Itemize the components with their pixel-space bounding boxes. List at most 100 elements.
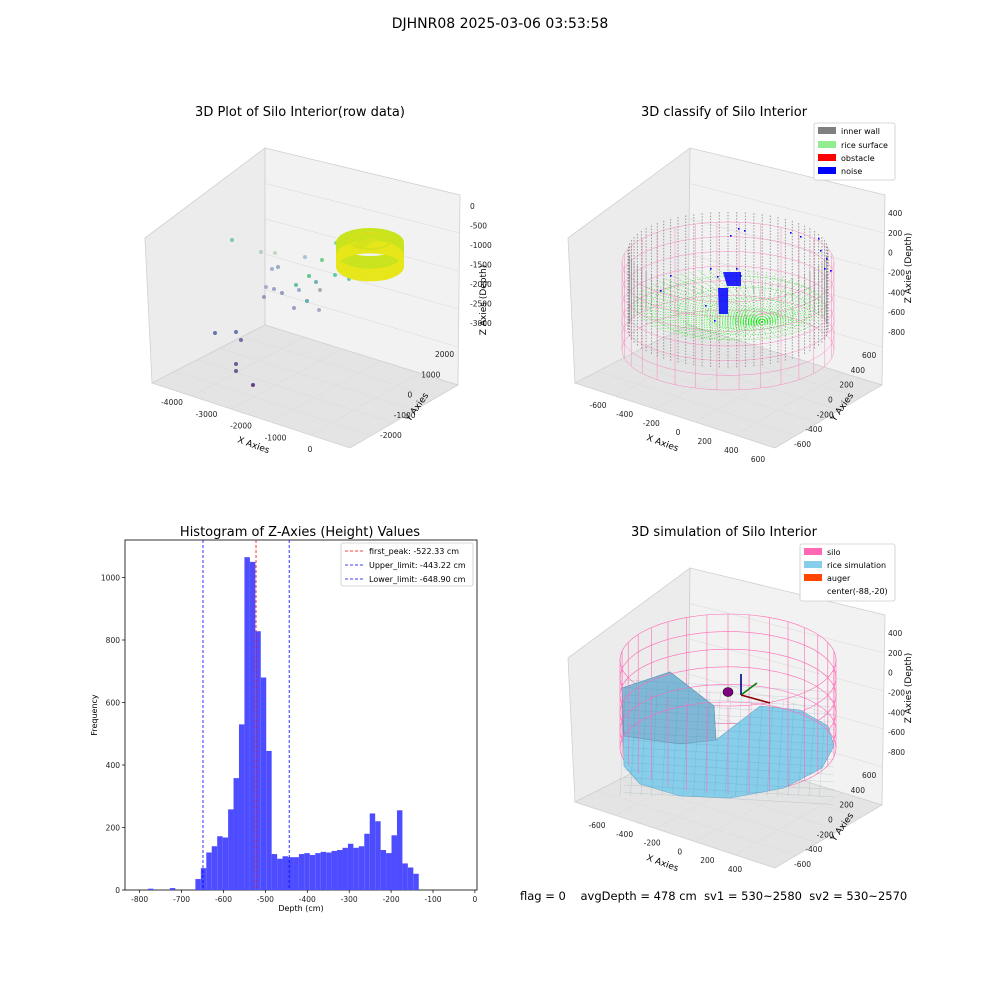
rice-surface-ray bbox=[637, 293, 763, 323]
histogram-x-tick: -100 bbox=[424, 895, 441, 904]
rice-mesh-line bbox=[672, 685, 679, 797]
rice-mesh-line bbox=[623, 792, 835, 805]
raw-point bbox=[314, 280, 318, 284]
raw-y-tick: 2000 bbox=[435, 350, 454, 359]
raw-point bbox=[272, 287, 276, 291]
simulation-x-axis-label: X Axies bbox=[645, 853, 680, 874]
rice-surface-ray bbox=[761, 278, 792, 323]
figure-title: DJHNR08 2025-03-06 03:53:58 bbox=[391, 16, 609, 32]
histogram-bar bbox=[337, 850, 343, 890]
rice-surface-ray bbox=[672, 275, 763, 323]
noise-point bbox=[730, 235, 732, 237]
rice-surface-ray bbox=[664, 321, 763, 333]
noise-point bbox=[740, 275, 742, 277]
histogram-x-tick: -800 bbox=[131, 895, 148, 904]
histogram-bar bbox=[315, 853, 321, 890]
noise-point bbox=[744, 230, 746, 232]
histogram-x-tick: -600 bbox=[215, 895, 232, 904]
histogram-bar bbox=[347, 843, 354, 890]
rice-surface-ray bbox=[761, 271, 767, 323]
histogram-plot-area bbox=[124, 539, 478, 891]
rice-mesh-line bbox=[735, 694, 742, 797]
histogram-x-tick: 0 bbox=[473, 895, 478, 904]
noise-point bbox=[660, 290, 662, 292]
histogram-y-axis-label: Frequency bbox=[90, 694, 99, 736]
histogram-bar bbox=[255, 631, 261, 890]
raw-point bbox=[230, 238, 234, 242]
rice-surface-ring bbox=[733, 308, 779, 326]
raw-x-tick: -4000 bbox=[161, 398, 183, 407]
histogram-y-tick: 1000 bbox=[101, 574, 120, 583]
histogram-bar bbox=[228, 809, 234, 890]
rice-surface-ring bbox=[705, 297, 795, 331]
noise-point bbox=[820, 250, 822, 252]
simulation-x-tick: 0 bbox=[677, 847, 682, 856]
histogram-bar bbox=[244, 557, 250, 890]
histogram-y-tick: 800 bbox=[106, 636, 121, 645]
histogram-bar bbox=[375, 821, 381, 890]
rice-surface-ray bbox=[761, 300, 823, 323]
rice-mesh-line bbox=[623, 694, 835, 708]
raw-z-tick: 0 bbox=[470, 202, 475, 211]
simulation-y-tick: -600 bbox=[794, 860, 811, 869]
raw-point bbox=[333, 273, 337, 277]
histogram-y-tick: 400 bbox=[106, 761, 121, 770]
raw-z-axis-label: Z Axies (Depth) bbox=[479, 265, 489, 336]
legend-noise-label: noise bbox=[841, 167, 862, 176]
simulation-plot-title: 3D simulation of Silo Interior bbox=[631, 525, 818, 540]
simulation-z-tick: 0 bbox=[888, 669, 893, 678]
rice-surface-ray bbox=[761, 321, 805, 327]
histogram-legend: first_peak: -522.33 cm Upper_limit: -443… bbox=[340, 542, 474, 587]
classify-z-axis-label: Z Axies (Depth) bbox=[904, 233, 914, 304]
rice-surface-ray bbox=[761, 321, 799, 330]
histogram-bar bbox=[233, 778, 239, 890]
noise-point bbox=[826, 258, 828, 260]
histogram-y-tick: 200 bbox=[106, 824, 121, 833]
noise-point bbox=[738, 228, 740, 230]
rice-surface-ray bbox=[761, 275, 785, 323]
noise-point bbox=[736, 268, 738, 270]
rice-surface-ray bbox=[633, 308, 763, 323]
raw-point bbox=[320, 258, 324, 262]
raw-point bbox=[303, 255, 307, 259]
noise-point bbox=[714, 320, 716, 322]
histogram-bar bbox=[200, 868, 207, 890]
histogram-bar bbox=[169, 888, 176, 890]
raw-point bbox=[259, 250, 263, 254]
histogram-bar bbox=[342, 847, 348, 890]
raw-point bbox=[280, 291, 284, 295]
simulation-z-tick: 200 bbox=[888, 649, 903, 658]
legend-auger-label: auger bbox=[827, 574, 851, 583]
noise-cluster bbox=[723, 272, 741, 286]
rice-surface-ray bbox=[757, 321, 763, 340]
classify-y-tick: -600 bbox=[794, 440, 811, 449]
rice-mesh-line bbox=[787, 701, 795, 797]
histogram-bar bbox=[326, 852, 332, 890]
legend-lower-limit-label: Lower_limit: -648.90 cm bbox=[369, 575, 466, 584]
silo-ring bbox=[619, 648, 837, 696]
rice-surface-ray bbox=[672, 321, 763, 335]
rice-surface-ray bbox=[747, 269, 763, 323]
rice-surface-ray bbox=[689, 271, 763, 323]
rice-surface-ray bbox=[757, 270, 763, 323]
raw-ring-inner bbox=[349, 232, 391, 250]
rice-mesh-line bbox=[777, 700, 784, 797]
raw-y-tick: 1000 bbox=[421, 370, 440, 379]
noise-point bbox=[800, 236, 802, 238]
simulation-x-tick: 200 bbox=[700, 856, 715, 865]
simulation-z-tick: -400 bbox=[888, 708, 905, 717]
histogram-x-axis-label: Depth (cm) bbox=[278, 904, 323, 913]
status-line: flag = 0 avgDepth = 478 cm sv1 = 530~258… bbox=[520, 889, 907, 903]
histogram-bar bbox=[380, 850, 387, 890]
classify-x-tick: 0 bbox=[676, 428, 681, 437]
legend-center-label: center(-88,-20) bbox=[827, 587, 888, 596]
classify-3d-axes-frame bbox=[567, 147, 886, 449]
legend-inner-wall-label: inner wall bbox=[841, 127, 880, 136]
noise-point bbox=[818, 238, 820, 240]
rice-surface-ring bbox=[677, 286, 811, 336]
histogram-bar bbox=[266, 750, 272, 890]
legend-rice-surface-swatch bbox=[818, 141, 836, 148]
noise-point bbox=[824, 268, 826, 270]
histogram-bar bbox=[277, 858, 283, 890]
simulation-y-tick: -200 bbox=[817, 830, 834, 839]
